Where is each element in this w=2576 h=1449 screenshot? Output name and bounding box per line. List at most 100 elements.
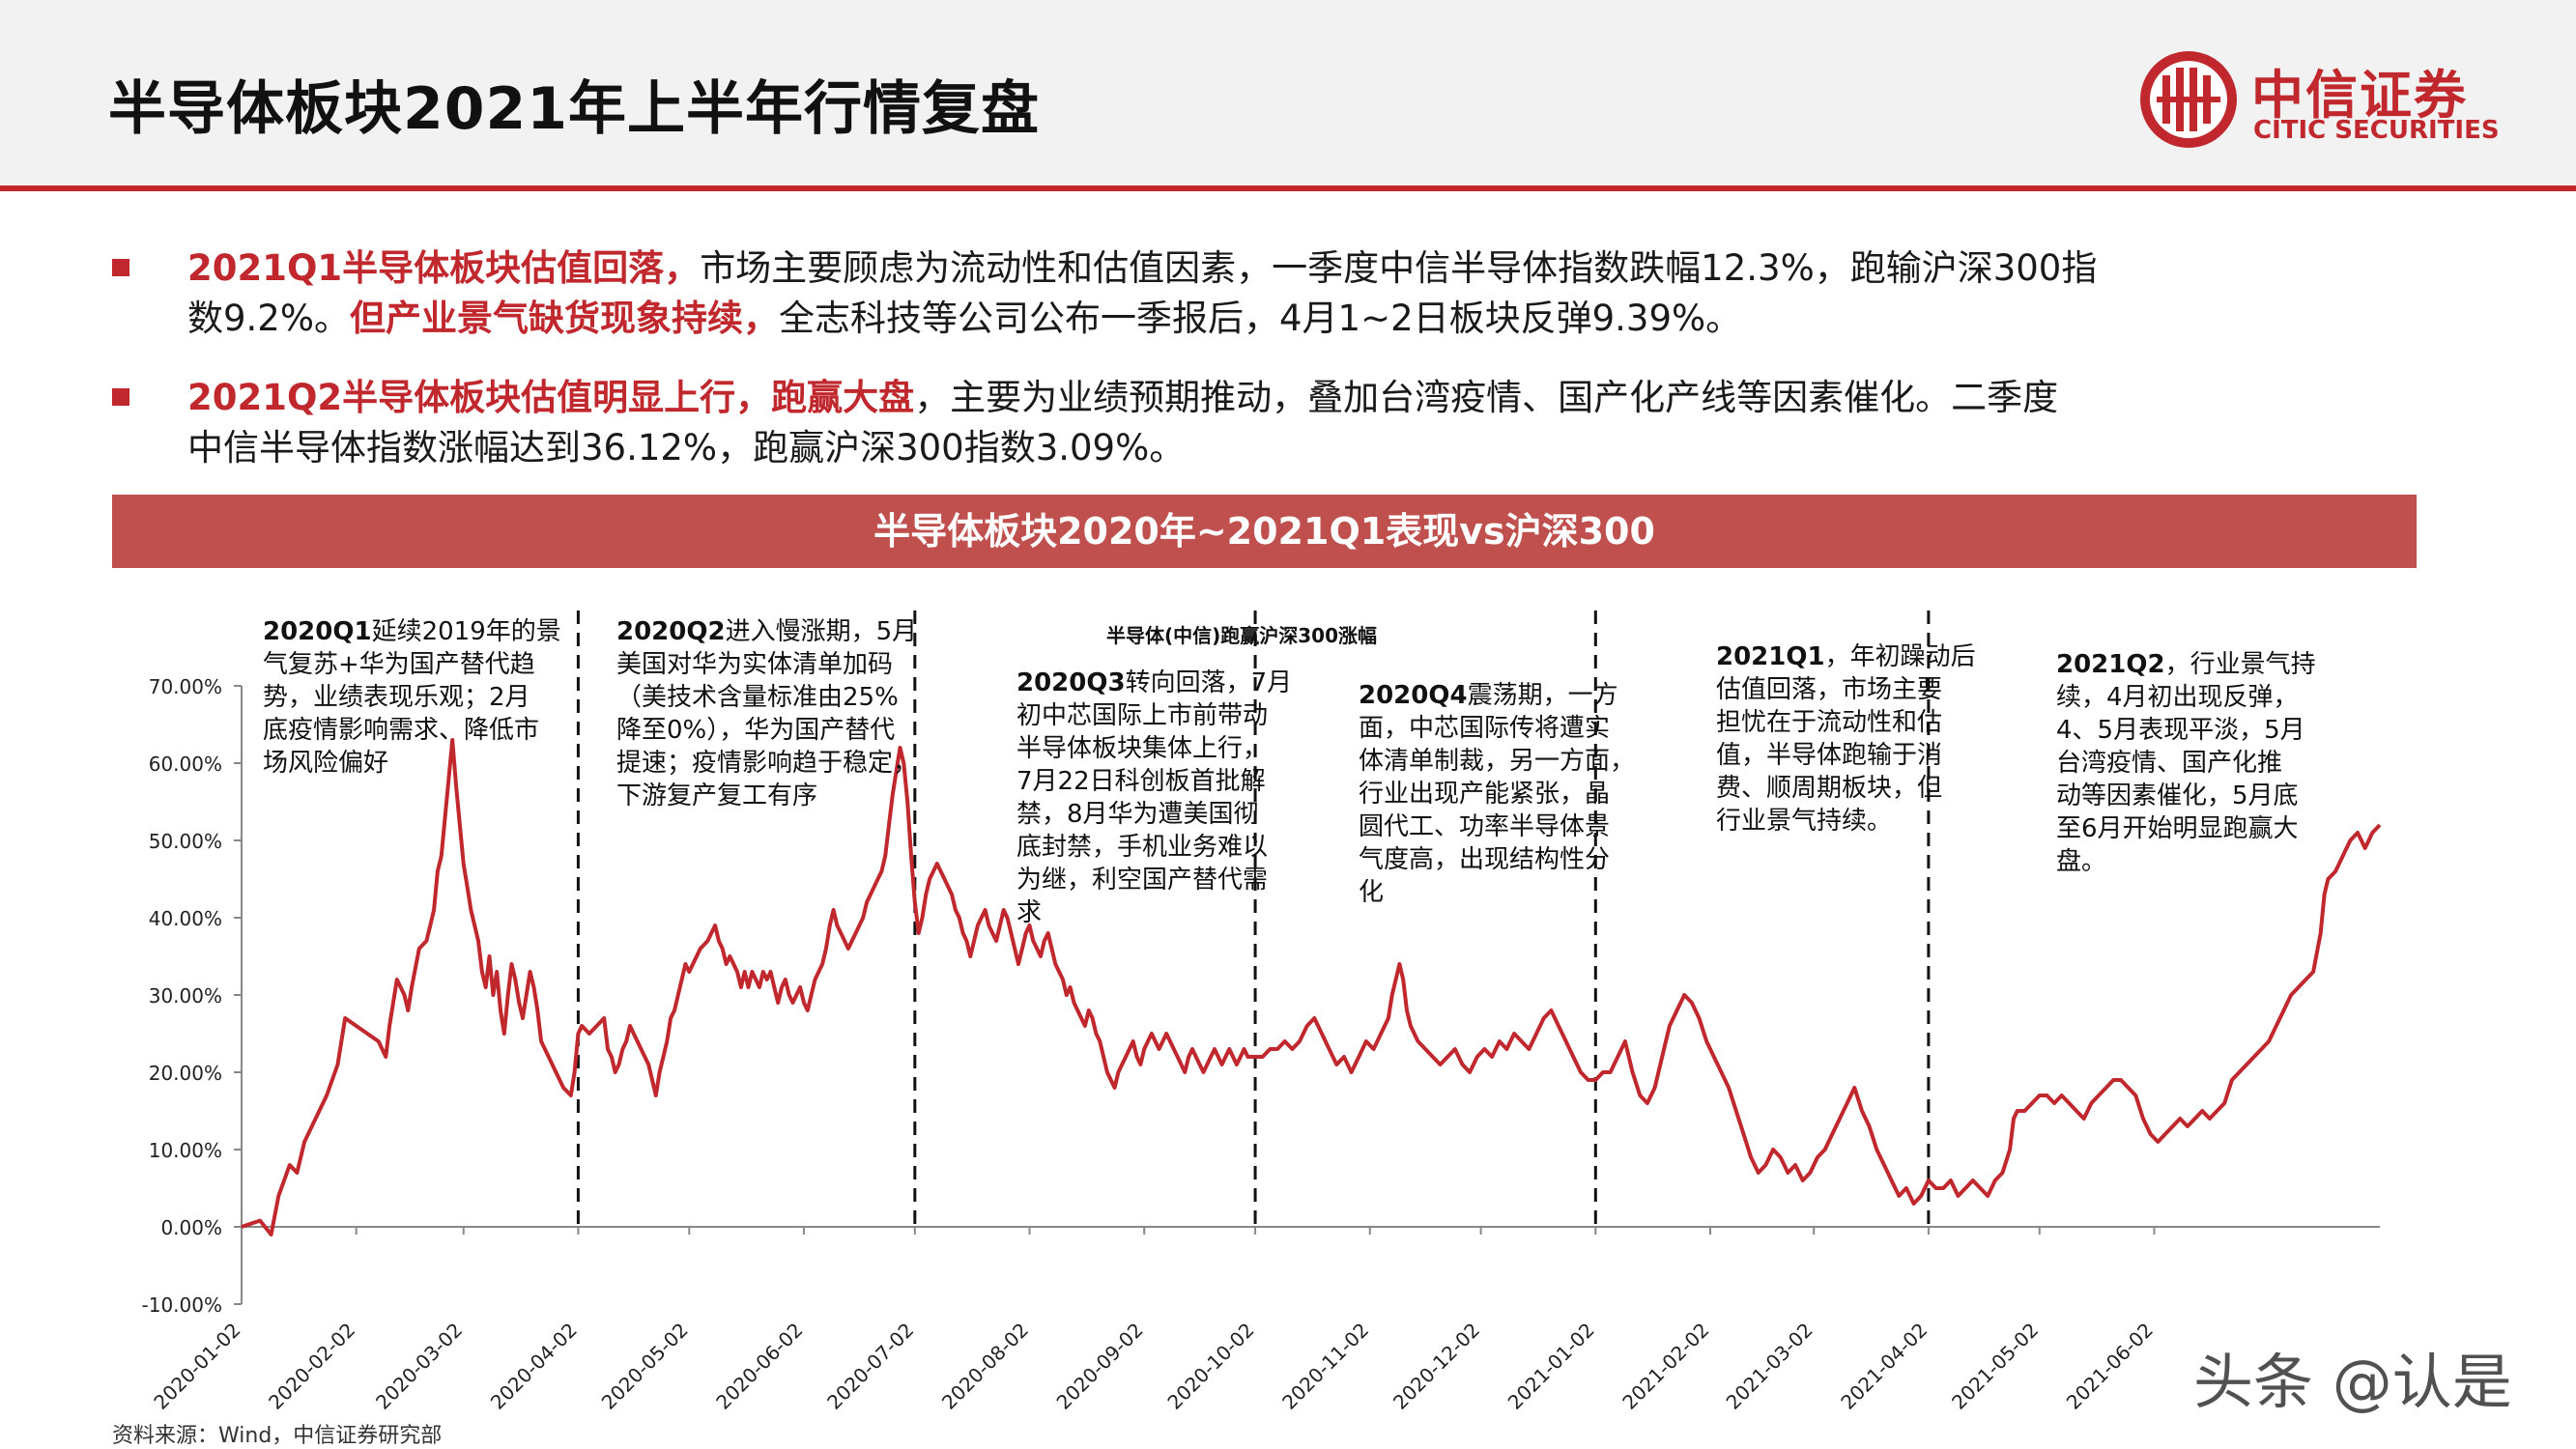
- x-tick-label: 2020-12-02: [1388, 1319, 1484, 1414]
- bullet-q1: 2021Q1半导体板块估值回落，市场主要顾虑为流动性和估值因素，一季度中信半导体…: [112, 243, 2450, 344]
- annotation-text: 圆代工、功率半导体景: [1359, 812, 1610, 841]
- bullet-q1-text: 2021Q1半导体板块估值回落，市场主要顾虑为流动性和估值因素，一季度中信半导体…: [187, 243, 2450, 344]
- annotation-line: 费、顺周期板块，但: [1716, 774, 1942, 803]
- annotation-line: 盘。: [2056, 847, 2106, 876]
- annotation-text: 降至0%），华为国产替代: [616, 716, 895, 745]
- source-note: 资料来源：Wind，中信证券研究部: [112, 1424, 443, 1448]
- annotation-line: 面，中芯国际传将遭实: [1359, 714, 1610, 743]
- annotation-text: 气度高，出现结构性分: [1359, 845, 1610, 874]
- annotation-line: 2020Q3转向回落，7月: [1016, 668, 1292, 697]
- annotation-line: 底疫情影响需求、降低市: [263, 716, 539, 745]
- annotation-line: 为继，利空国产替代需: [1016, 866, 1268, 895]
- annotation-line: 动等因素催化，5月底: [2056, 781, 2299, 810]
- bullet-run: ，主要为业绩预期推动，叠加台湾疫情、国产化产线等因素催化。二季度: [914, 377, 2059, 418]
- annotation-text: 为继，利空国产替代需: [1016, 866, 1268, 895]
- annotation-2020q1: 2020Q1延续2019年的景气复苏+华为国产替代趋势，业绩表现乐观；2月底疫情…: [263, 617, 561, 778]
- annotation-text: 势，业绩表现乐观；2月: [263, 683, 530, 712]
- annotation-line: 台湾疫情、国产化推: [2056, 749, 2282, 778]
- annotation-bold: 2020Q1: [263, 617, 372, 646]
- bullet-q2: 2021Q2半导体板块估值明显上行，跑赢大盘，主要为业绩预期推动，叠加台湾疫情、…: [112, 373, 2450, 473]
- annotation-line: 2020Q2进入慢涨期，5月: [616, 617, 917, 646]
- annotation-bold: 2021Q1: [1716, 642, 1825, 671]
- x-tick-label: 2020-05-02: [597, 1319, 693, 1414]
- citic-logo: 中信证券 CITIC SECURITIES: [2135, 46, 2503, 153]
- annotation-text: 动等因素催化，5月底: [2056, 781, 2299, 810]
- annotation-line: 求: [1016, 898, 1042, 927]
- y-tick-label: 50.00%: [149, 830, 222, 853]
- annotation-2021q1: 2021Q1，年初躁动后估值回落，市场主要担忧在于流动性和估值，半导体跑输于消费…: [1716, 642, 1976, 836]
- annotation-line: 4、5月表现平淡，5月: [2056, 716, 2305, 745]
- annotation-line: 降至0%），华为国产替代: [616, 716, 895, 745]
- annotation-2021q2: 2021Q2，行业景气持续，4月初出现反弹， 4、5月表现平淡，5月台湾疫情、国产…: [2056, 650, 2316, 876]
- annotation-line: 提速；疫情影响趋于稳定，: [616, 749, 918, 778]
- annotation-text: 面，中芯国际传将遭实: [1359, 714, 1610, 743]
- annotation-bold: 2020Q3: [1016, 668, 1126, 697]
- annotation-line: 气度高，出现结构性分: [1359, 845, 1610, 874]
- annotation-text: 费、顺周期板块，但: [1716, 774, 1942, 803]
- x-tick-label: 2020-08-02: [937, 1319, 1033, 1414]
- header-rule: [0, 185, 2576, 191]
- annotation-line: 行业景气持续。: [1716, 807, 1892, 836]
- annotation-bold: 2020Q2: [616, 617, 726, 646]
- x-tick-label: 2021-03-02: [1722, 1319, 1818, 1414]
- annotation-line: 底封禁，手机业务难以: [1016, 833, 1268, 862]
- annotation-line: 下游复产复工有序: [616, 781, 817, 810]
- x-tick-label: 2020-02-02: [264, 1319, 359, 1414]
- annotation-line: 值，半导体跑输于消: [1716, 741, 1942, 770]
- series-line: [241, 738, 2382, 1236]
- citic-logo-icon: [2140, 51, 2237, 148]
- y-tick-label: 20.00%: [149, 1062, 222, 1085]
- annotation-bold: 2020Q4: [1359, 681, 1468, 710]
- annotation-text: 延续2019年的景: [372, 617, 561, 646]
- annotation-line: 7月22日科创板首批解: [1016, 767, 1266, 796]
- annotation-line: 2021Q1，年初躁动后: [1716, 642, 1976, 671]
- annotation-text: 气复苏+华为国产替代趋: [263, 650, 535, 679]
- x-tick-label: 2020-11-02: [1277, 1319, 1373, 1414]
- x-tick-label: 2020-03-02: [371, 1319, 467, 1414]
- x-tick-label: 2020-06-02: [711, 1319, 807, 1414]
- annotation-line: 2021Q2，行业景气持: [2056, 650, 2316, 679]
- bullet-square-icon: [112, 259, 129, 276]
- x-tick-label: 2021-01-02: [1503, 1319, 1599, 1414]
- annotation-text: ，年初躁动后: [1825, 642, 1976, 671]
- annotation-line: 初中芯国际上市前带动: [1016, 701, 1268, 730]
- y-tick-label: 70.00%: [149, 675, 222, 698]
- x-tick-label: 2021-02-02: [1617, 1319, 1713, 1414]
- annotation-text: 估值回落，市场主要: [1716, 675, 1942, 704]
- y-tick-label: 0.00%: [160, 1216, 222, 1239]
- annotation-line: 气复苏+华为国产替代趋: [263, 650, 535, 679]
- y-tick-label: 40.00%: [149, 907, 222, 930]
- annotation-text: 求: [1016, 898, 1042, 927]
- annotation-line: 禁，8月华为遭美国彻: [1016, 800, 1259, 829]
- annotation-text: 转向回落，7月: [1126, 668, 1293, 697]
- bullet-run: 中信半导体指数涨幅达到36.12%，跑赢沪深300指数3.09%。: [187, 427, 1186, 469]
- annotation-line: 至6月开始明显跑赢大: [2056, 814, 2299, 843]
- y-tick-label: -10.00%: [142, 1293, 222, 1317]
- annotation-text: 担忧在于流动性和估: [1716, 708, 1942, 737]
- annotation-text: 提速；疫情影响趋于稳定，: [616, 749, 918, 778]
- bullet-square-icon: [112, 388, 129, 406]
- annotation-text: 4、5月表现平淡，5月: [2056, 716, 2305, 745]
- annotation-text: ，行业景气持: [2165, 650, 2316, 679]
- chart-banner: 半导体板块2020年~2021Q1表现vs沪深300: [112, 495, 2417, 568]
- watermark: 头条 @认是: [2193, 1347, 2512, 1417]
- bullet-q2-text: 2021Q2半导体板块估值明显上行，跑赢大盘，主要为业绩预期推动，叠加台湾疫情、…: [187, 373, 2450, 473]
- annotation-text: 震荡期，一方: [1468, 681, 1618, 710]
- annotation-line: 圆代工、功率半导体景: [1359, 812, 1610, 841]
- annotation-line: 化: [1359, 878, 1384, 907]
- annotation-bold: 2021Q2: [2056, 650, 2165, 679]
- annotation-text: 续，4月初出现反弹，: [2056, 683, 2299, 712]
- annotation-text: 初中芯国际上市前带动: [1016, 701, 1268, 730]
- annotation-line: 势，业绩表现乐观；2月: [263, 683, 530, 712]
- bullet-run: 全志科技等公司公布一季报后，4月1~2日板块反弹9.39%。: [779, 298, 1742, 339]
- annotation-text: 底封禁，手机业务难以: [1016, 833, 1268, 862]
- bullet-run: 数9.2%。: [187, 298, 350, 339]
- annotation-line: 半导体板块集体上行，: [1016, 734, 1268, 763]
- x-tick-label: 2020-01-02: [149, 1319, 244, 1414]
- annotation-line: 2020Q1延续2019年的景: [263, 617, 561, 646]
- x-tick-label: 2020-04-02: [486, 1319, 582, 1414]
- y-tick-label: 30.00%: [149, 984, 222, 1008]
- bullet-run: 2021Q1半导体板块估值回落，: [187, 247, 701, 289]
- y-tick-label: 10.00%: [149, 1139, 222, 1162]
